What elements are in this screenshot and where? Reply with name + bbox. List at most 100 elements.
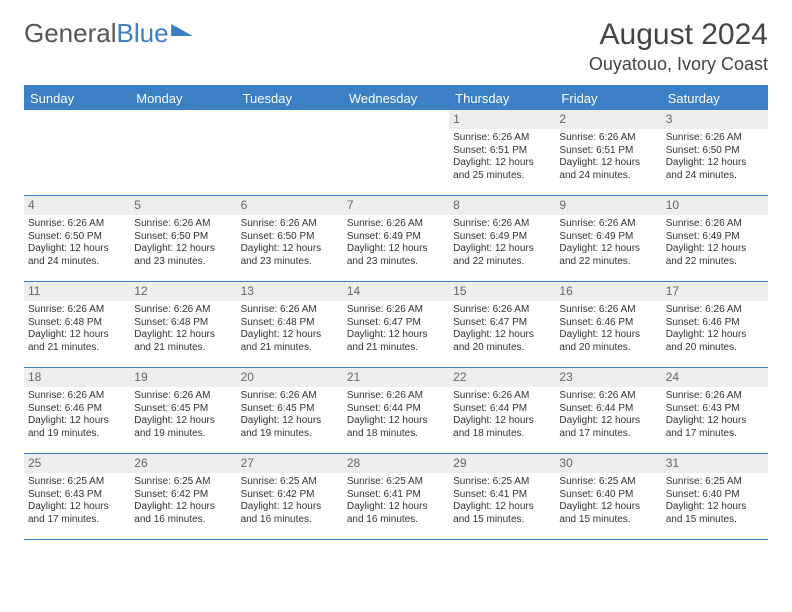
month-title: August 2024 xyxy=(589,18,768,52)
daylight-text: Daylight: 12 hours and 20 minutes. xyxy=(559,329,657,354)
day-number: 5 xyxy=(130,196,236,215)
day-cell: 21 Sunrise: 6:26 AMSunset: 6:44 PMDayligh… xyxy=(343,368,449,454)
day-body: Sunrise: 6:25 AMSunset: 6:42 PMDaylight:… xyxy=(237,476,343,526)
sunset-text: Sunset: 6:46 PM xyxy=(559,317,657,330)
daylight-text: Daylight: 12 hours and 15 minutes. xyxy=(666,501,764,526)
day-number: 29 xyxy=(449,454,555,473)
day-body: Sunrise: 6:26 AMSunset: 6:51 PMDaylight:… xyxy=(555,132,661,182)
sunrise-text: Sunrise: 6:26 AM xyxy=(241,218,339,231)
sunset-text: Sunset: 6:48 PM xyxy=(241,317,339,330)
sunrise-text: Sunrise: 6:25 AM xyxy=(28,476,126,489)
daylight-text: Daylight: 12 hours and 21 minutes. xyxy=(28,329,126,354)
day-body: Sunrise: 6:26 AMSunset: 6:50 PMDaylight:… xyxy=(24,218,130,268)
day-body: Sunrise: 6:26 AMSunset: 6:50 PMDaylight:… xyxy=(662,132,768,182)
day-body: Sunrise: 6:26 AMSunset: 6:44 PMDaylight:… xyxy=(555,390,661,440)
sunrise-text: Sunrise: 6:25 AM xyxy=(134,476,232,489)
sunset-text: Sunset: 6:48 PM xyxy=(134,317,232,330)
day-body: Sunrise: 6:26 AMSunset: 6:43 PMDaylight:… xyxy=(662,390,768,440)
location-label: Ouyatouo, Ivory Coast xyxy=(589,54,768,75)
day-header: Wednesday xyxy=(343,87,449,110)
sunrise-text: Sunrise: 6:26 AM xyxy=(666,132,764,145)
day-number: 20 xyxy=(237,368,343,387)
sunset-text: Sunset: 6:43 PM xyxy=(666,403,764,416)
sunrise-text: Sunrise: 6:26 AM xyxy=(347,390,445,403)
sunrise-text: Sunrise: 6:26 AM xyxy=(453,218,551,231)
day-cell: 1Sunrise: 6:26 AMSunset: 6:51 PMDaylight… xyxy=(449,110,555,196)
daylight-text: Daylight: 12 hours and 22 minutes. xyxy=(559,243,657,268)
sunset-text: Sunset: 6:41 PM xyxy=(453,489,551,502)
sunset-text: Sunset: 6:50 PM xyxy=(666,145,764,158)
day-number: 13 xyxy=(237,282,343,301)
daylight-text: Daylight: 12 hours and 22 minutes. xyxy=(666,243,764,268)
daylight-text: Daylight: 12 hours and 19 minutes. xyxy=(241,415,339,440)
logo-text-1: General xyxy=(24,18,117,49)
daylight-text: Daylight: 12 hours and 24 minutes. xyxy=(28,243,126,268)
day-cell: 25Sunrise: 6:25 AMSunset: 6:43 PMDayligh… xyxy=(24,454,130,540)
logo-icon xyxy=(171,24,193,36)
daylight-text: Daylight: 12 hours and 18 minutes. xyxy=(347,415,445,440)
page-header: GeneralBlue August 2024 Ouyatouo, Ivory … xyxy=(24,18,768,75)
sunrise-text: Sunrise: 6:26 AM xyxy=(28,304,126,317)
day-cell: 13 Sunrise: 6:26 AMSunset: 6:48 PMDayligh… xyxy=(237,282,343,368)
day-number: 1 xyxy=(449,110,555,129)
day-number: 28 xyxy=(343,454,449,473)
day-body: Sunrise: 6:26 AMSunset: 6:44 PMDaylight:… xyxy=(343,390,449,440)
daylight-text: Daylight: 12 hours and 23 minutes. xyxy=(241,243,339,268)
sunset-text: Sunset: 6:47 PM xyxy=(453,317,551,330)
day-cell: 14Sunrise: 6:26 AMSunset: 6:47 PMDayligh… xyxy=(343,282,449,368)
sunrise-text: Sunrise: 6:26 AM xyxy=(347,304,445,317)
day-number: 31 xyxy=(662,454,768,473)
sunrise-text: Sunrise: 6:26 AM xyxy=(666,304,764,317)
empty-cell: . xyxy=(24,110,130,196)
daylight-text: Daylight: 12 hours and 21 minutes. xyxy=(347,329,445,354)
sunrise-text: Sunrise: 6:26 AM xyxy=(134,304,232,317)
logo-text-2: Blue xyxy=(117,18,169,49)
day-number: 2 xyxy=(555,110,661,129)
day-body: Sunrise: 6:26 AMSunset: 6:50 PMDaylight:… xyxy=(130,218,236,268)
sunrise-text: Sunrise: 6:26 AM xyxy=(241,304,339,317)
daylight-text: Daylight: 12 hours and 19 minutes. xyxy=(28,415,126,440)
day-body: Sunrise: 6:26 AMSunset: 6:45 PMDaylight:… xyxy=(237,390,343,440)
sunrise-text: Sunrise: 6:26 AM xyxy=(666,390,764,403)
sunrise-text: Sunrise: 6:26 AM xyxy=(347,218,445,231)
daylight-text: Daylight: 12 hours and 22 minutes. xyxy=(453,243,551,268)
day-number: 30 xyxy=(555,454,661,473)
day-number: 26 xyxy=(130,454,236,473)
daylight-text: Daylight: 12 hours and 20 minutes. xyxy=(666,329,764,354)
sunset-text: Sunset: 6:44 PM xyxy=(347,403,445,416)
sunset-text: Sunset: 6:45 PM xyxy=(134,403,232,416)
sunrise-text: Sunrise: 6:25 AM xyxy=(347,476,445,489)
sunset-text: Sunset: 6:44 PM xyxy=(559,403,657,416)
day-header: Sunday xyxy=(24,87,130,110)
day-number: 10 xyxy=(662,196,768,215)
day-number: 21 xyxy=(343,368,449,387)
day-body: Sunrise: 6:25 AMSunset: 6:41 PMDaylight:… xyxy=(343,476,449,526)
daylight-text: Daylight: 12 hours and 21 minutes. xyxy=(241,329,339,354)
day-body: Sunrise: 6:25 AMSunset: 6:40 PMDaylight:… xyxy=(555,476,661,526)
day-cell: 15Sunrise: 6:26 AMSunset: 6:47 PMDayligh… xyxy=(449,282,555,368)
day-number: 17 xyxy=(662,282,768,301)
sunset-text: Sunset: 6:41 PM xyxy=(347,489,445,502)
day-number: 24 xyxy=(662,368,768,387)
day-header: Friday xyxy=(555,87,661,110)
day-body: Sunrise: 6:26 AMSunset: 6:49 PMDaylight:… xyxy=(662,218,768,268)
day-cell: 12Sunrise: 6:26 AMSunset: 6:48 PMDayligh… xyxy=(130,282,236,368)
sunset-text: Sunset: 6:47 PM xyxy=(347,317,445,330)
day-body: Sunrise: 6:26 AMSunset: 6:46 PMDaylight:… xyxy=(555,304,661,354)
day-cell: 26Sunrise: 6:25 AMSunset: 6:42 PMDayligh… xyxy=(130,454,236,540)
daylight-text: Daylight: 12 hours and 24 minutes. xyxy=(559,157,657,182)
sunrise-text: Sunrise: 6:26 AM xyxy=(453,132,551,145)
sunset-text: Sunset: 6:49 PM xyxy=(347,231,445,244)
sunrise-text: Sunrise: 6:25 AM xyxy=(559,476,657,489)
day-number: 19 xyxy=(130,368,236,387)
day-number: 18 xyxy=(24,368,130,387)
daylight-text: Daylight: 12 hours and 15 minutes. xyxy=(559,501,657,526)
sunrise-text: Sunrise: 6:26 AM xyxy=(559,132,657,145)
day-body: Sunrise: 6:26 AMSunset: 6:47 PMDaylight:… xyxy=(449,304,555,354)
daylight-text: Daylight: 12 hours and 17 minutes. xyxy=(666,415,764,440)
day-number: 22 xyxy=(449,368,555,387)
daylight-text: Daylight: 12 hours and 23 minutes. xyxy=(347,243,445,268)
day-cell: 29Sunrise: 6:25 AMSunset: 6:41 PMDayligh… xyxy=(449,454,555,540)
sunset-text: Sunset: 6:49 PM xyxy=(559,231,657,244)
daylight-text: Daylight: 12 hours and 25 minutes. xyxy=(453,157,551,182)
